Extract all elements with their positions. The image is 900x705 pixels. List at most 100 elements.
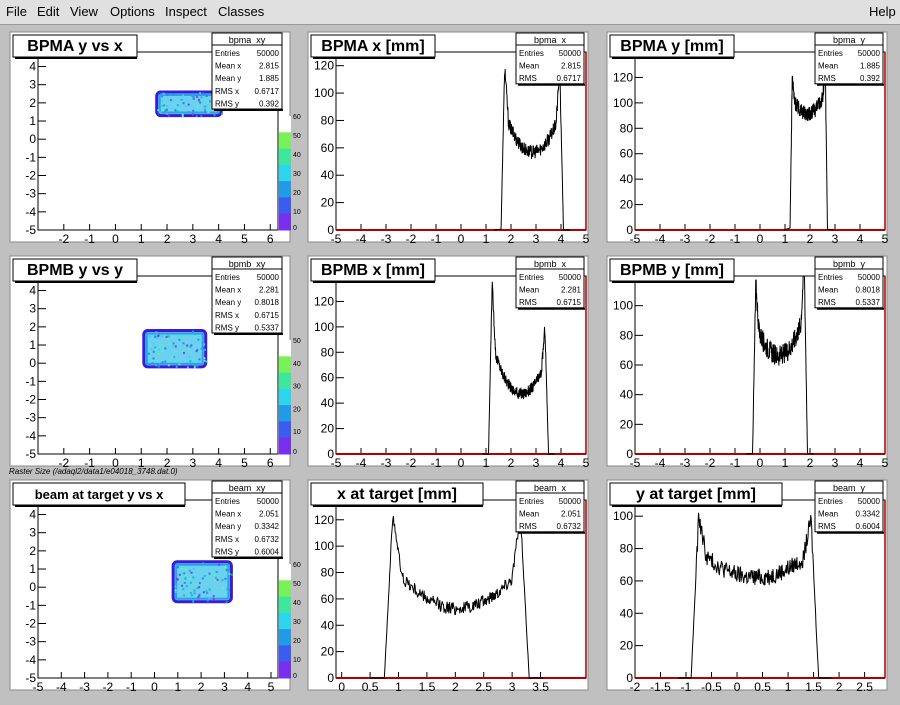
- y-tick-label: 120: [314, 513, 334, 527]
- x-tick-label: 0: [757, 232, 764, 246]
- y-tick-label: 2: [29, 320, 36, 334]
- heatmap-cell: [193, 589, 196, 592]
- heatmap-cell: [164, 110, 167, 113]
- x-tick-label: 2: [164, 456, 171, 470]
- menu-options[interactable]: Options: [110, 4, 155, 19]
- heatmap-cell: [161, 350, 164, 353]
- heatmap-cell: [208, 588, 211, 591]
- y-tick-label: 60: [321, 141, 335, 155]
- heatmap-cell: [182, 342, 185, 345]
- stats-value: 0.6715: [557, 298, 582, 307]
- stats-value: 0.8018: [856, 286, 881, 295]
- y-tick-label: 60: [321, 371, 335, 385]
- x-tick-label: 4: [857, 232, 864, 246]
- y-tick-label: 80: [620, 328, 634, 342]
- pad-bpmb_x: -5-4-3-2-1012345020406080100120140BPMB x…: [307, 255, 590, 470]
- heatmap-cell: [160, 99, 163, 102]
- menu-view[interactable]: View: [70, 4, 98, 19]
- root-canvas[interactable]: -2 -1 0 1 2 3 4 5 6 4 3 2 1 0 -1 -2 -3 -4 -5 60 50 40 30 20 10 0 B…: [0, 25, 900, 700]
- x-tick-label: -5: [331, 456, 342, 470]
- y-tick-label: -1: [25, 150, 36, 164]
- menu-inspect[interactable]: Inspect: [165, 4, 207, 19]
- x-tick-label: -4: [655, 456, 666, 470]
- heatmap-cell: [181, 94, 184, 97]
- x-tick-label: 1: [785, 680, 792, 694]
- stats-value: 2.815: [561, 62, 582, 71]
- heatmap-cell: [154, 348, 157, 351]
- heatmap-cell: [193, 364, 196, 367]
- x-tick-label: -2: [406, 456, 417, 470]
- menu-classes[interactable]: Classes: [218, 4, 265, 19]
- x-tick-label: 3: [189, 232, 196, 246]
- palette-label: 40: [293, 152, 301, 159]
- heatmap-cell: [206, 100, 209, 103]
- heatmap-cell: [225, 601, 228, 604]
- stats-label: Entries: [818, 49, 843, 58]
- heatmap-cell: [189, 577, 192, 580]
- x-tick-label: -2: [103, 680, 114, 694]
- stats-label: Entries: [215, 49, 240, 58]
- palette-label: 60: [293, 562, 301, 569]
- palette-label: 0: [293, 225, 297, 232]
- x-tick-label: 4: [857, 456, 864, 470]
- y-tick-label: 100: [613, 96, 633, 110]
- heatmap-cell: [174, 591, 177, 594]
- heatmap-cell: [189, 591, 192, 594]
- stats-label: Mean y: [215, 74, 241, 83]
- heatmap-cell: [203, 357, 206, 360]
- stats-box: [814, 480, 884, 533]
- heatmap-cell: [197, 596, 200, 599]
- stats-name: bpma_xy: [229, 35, 266, 45]
- y-tick-label: 1: [29, 338, 36, 352]
- menu-help[interactable]: Help: [869, 4, 896, 19]
- heatmap-cell: [195, 114, 198, 117]
- heatmap-cell: [166, 94, 169, 97]
- histogram-trace: [494, 64, 570, 231]
- stats-box: [211, 256, 283, 334]
- y-tick-label: 120: [314, 59, 334, 73]
- menu-edit[interactable]: Edit: [37, 4, 60, 19]
- x-tick-label: 0: [458, 232, 465, 246]
- pad-bpma_x: -5 -4 -3 -2 -1 0 1 2 3 4 5 0 20 40 60 80 100 120 BPMA x [m…: [307, 31, 590, 246]
- y-tick-label: 4: [29, 284, 36, 298]
- heatmap-cell: [147, 352, 150, 355]
- stats-label: Mean y: [215, 522, 241, 531]
- x-tick-label: -2: [406, 232, 417, 246]
- y-tick-label: 20: [620, 417, 634, 431]
- menu-file[interactable]: File: [6, 4, 27, 19]
- y-tick-label: 0: [29, 132, 36, 146]
- palette-label: 30: [293, 171, 301, 178]
- heatmap-cell: [221, 579, 224, 582]
- x-tick-label: 1: [782, 456, 789, 470]
- stats-label: Mean: [818, 286, 838, 295]
- y-tick-label: 20: [620, 639, 634, 653]
- y-tick-label: -5: [25, 223, 36, 237]
- heatmap-cell: [199, 101, 202, 104]
- x-tick-label: -4: [655, 232, 666, 246]
- stats-value: 50000: [559, 497, 582, 506]
- heatmap-cell: [148, 364, 151, 367]
- heatmap-cell: [207, 111, 210, 114]
- x-tick-label: 2: [836, 680, 843, 694]
- heatmap-cell: [160, 335, 163, 338]
- stats-label: RMS x: [215, 535, 239, 544]
- x-tick-label: -2: [705, 232, 716, 246]
- histogram-trace: [482, 281, 555, 455]
- x-tick-label: 3: [832, 232, 839, 246]
- palette-label: 30: [293, 384, 301, 391]
- palette-label: 40: [293, 361, 301, 368]
- stats-name: bpmb_xy: [229, 259, 266, 269]
- heatmap-cell: [192, 96, 195, 99]
- x-tick-label: 2: [807, 456, 814, 470]
- x-tick-label: 0.5: [362, 680, 379, 694]
- canvas-svg: -2 -1 0 1 2 3 4 5 643210-1-2-3-4-56050403020100B…: [9, 31, 889, 694]
- palette-segment: [279, 356, 291, 374]
- y-tick-label: 20: [321, 645, 335, 659]
- x-tick-label: -1: [84, 456, 95, 470]
- menu-bar: File Edit View Options Inspect Classes H…: [0, 0, 900, 25]
- x-tick-label: -4: [356, 456, 367, 470]
- stats-value: 0.6732: [557, 522, 582, 531]
- y-tick-label: 0: [29, 356, 36, 370]
